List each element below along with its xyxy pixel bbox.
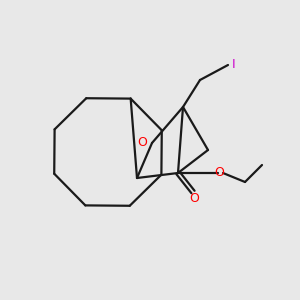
Text: O: O	[214, 166, 224, 178]
Text: O: O	[189, 191, 199, 205]
Text: I: I	[232, 58, 236, 71]
Text: O: O	[137, 136, 147, 148]
